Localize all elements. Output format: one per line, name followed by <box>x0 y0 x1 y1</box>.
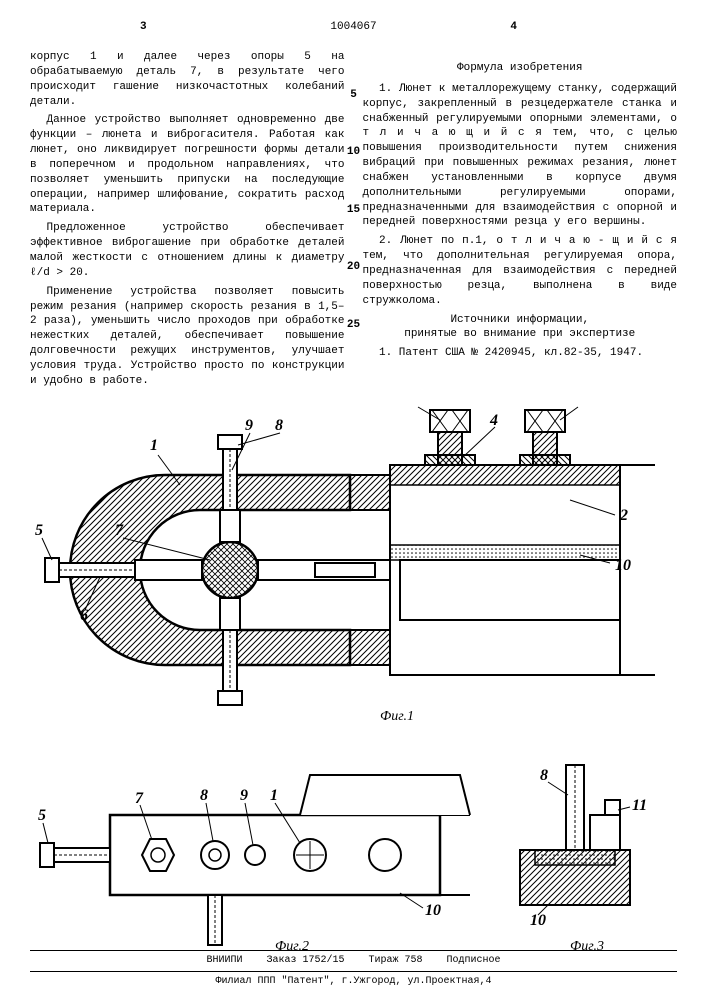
fig1-callout-10: 10 <box>615 557 631 574</box>
page-number-left: 3 <box>140 20 147 35</box>
fig2-callout-8: 8 <box>200 787 208 804</box>
fig2-callout-1: 1 <box>270 787 278 804</box>
figure-1: 1 2 3 3 4 5 6 7 8 9 10 <box>35 405 655 724</box>
fig1-callout-9: 9 <box>245 417 253 434</box>
footer-tirazh: Тираж 758 <box>369 955 423 966</box>
line-number-10: 10 <box>347 145 360 160</box>
left-p1: корпус 1 и далее через опоры 5 на обраба… <box>30 50 345 109</box>
claim-1: 1. Люнет к металлорежущему станку, содер… <box>363 82 678 230</box>
footer-org: ВНИИПИ <box>206 955 242 966</box>
fig2-callout-5: 5 <box>38 807 46 824</box>
page: 3 1004067 4 5 10 15 20 25 корпус 1 и дал… <box>0 0 707 1000</box>
sources-title: Источники информации, принятые во вниман… <box>363 313 678 343</box>
right-column: Формула изобретения 1. Люнет к металлоре… <box>363 50 678 393</box>
claim1-suffix: тем, что, с целью повышения производител… <box>363 127 678 228</box>
formula-title: Формула изобретения <box>363 61 678 76</box>
patent-number: 1004067 <box>330 20 376 35</box>
fig1-callout-3a: 3 <box>409 405 418 409</box>
claim2-prefix: 2. Люнет по п.1, <box>379 235 496 247</box>
fig1-callout-4: 4 <box>489 412 498 429</box>
left-column: корпус 1 и далее через опоры 5 на обраба… <box>30 50 345 393</box>
footer-line2: Филиал ППП "Патент", г.Ужгород, ул.Проек… <box>30 975 677 989</box>
source-1: 1. Патент США № 2420945, кл.82-35, 1947. <box>363 346 678 361</box>
footer-sub: Подписное <box>447 955 501 966</box>
left-p4: Применение устройства позволяет повысить… <box>30 285 345 389</box>
footer: ВНИИПИ Заказ 1752/15 Тираж 758 Подписное… <box>30 947 677 988</box>
figure-2: 5 7 8 9 1 10 Фиг.2 <box>38 775 470 954</box>
claim-2: 2. Люнет по п.1, о т л и ч а ю - щ и й с… <box>363 234 678 308</box>
footer-order: Заказ 1752/15 <box>266 955 344 966</box>
fig3-callout-11: 11 <box>632 797 647 814</box>
claim2-suffix: тем, что дополнительная регулируемая опо… <box>363 250 678 307</box>
claim1-prefix: 1. Люнет к металлорежущему станку, содер… <box>363 83 678 125</box>
figures-svg: 1 2 3 3 4 5 6 7 8 9 10 <box>30 405 677 965</box>
fig2-callout-7: 7 <box>135 790 144 807</box>
claim2-spaced: о т л и ч а ю - щ и й с я <box>496 235 677 247</box>
line-number-25: 25 <box>347 318 360 333</box>
left-p3: Предложенное устройство обеспечивает эфф… <box>30 221 345 280</box>
fig3-callout-8: 8 <box>540 767 548 784</box>
left-p2: Данное устройство выполняет одновременно… <box>30 113 345 217</box>
fig1-callout-8: 8 <box>275 417 283 434</box>
fig1-callout-7: 7 <box>115 522 124 539</box>
fig2-callout-9: 9 <box>240 787 248 804</box>
fig1-label: Фиг.1 <box>380 709 414 724</box>
figure-3: 8 11 10 Фиг.3 <box>520 765 647 954</box>
fig1-callout-1: 1 <box>150 437 158 454</box>
line-number-5: 5 <box>350 88 357 103</box>
page-number-right: 4 <box>510 20 517 35</box>
fig1-callout-5: 5 <box>35 522 43 539</box>
line-number-15: 15 <box>347 203 360 218</box>
fig1-callout6: 6 <box>80 607 88 624</box>
footer-line1: ВНИИПИ Заказ 1752/15 Тираж 758 Подписное <box>30 954 677 968</box>
header: 3 1004067 4 <box>30 20 677 50</box>
fig1-callout-3b: 3 <box>579 405 588 409</box>
fig2-callout-10: 10 <box>425 902 441 919</box>
line-number-20: 20 <box>347 260 360 275</box>
fig1-callout-2: 2 <box>619 507 628 524</box>
